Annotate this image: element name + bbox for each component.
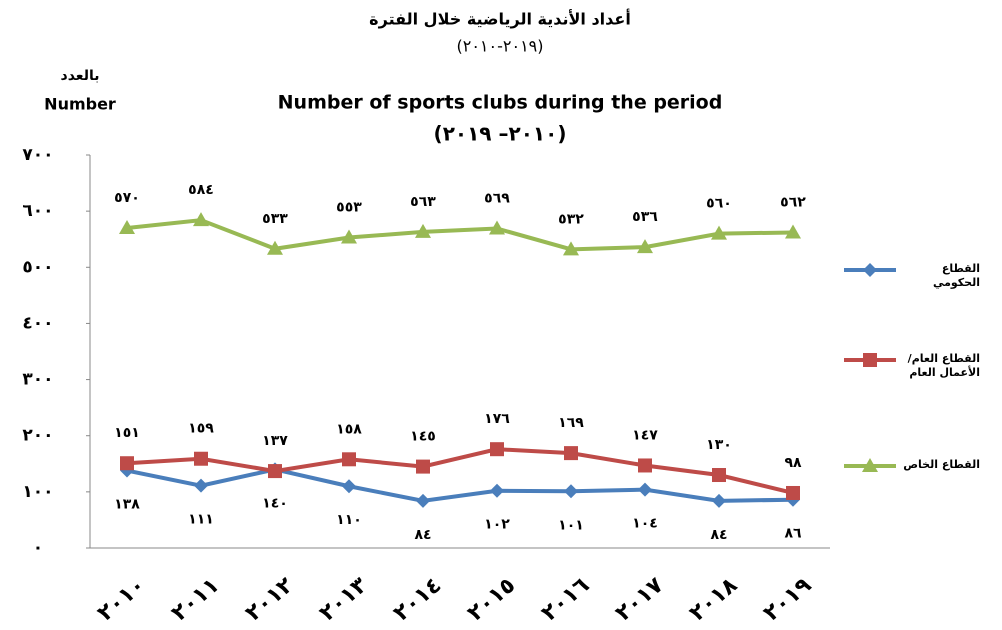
- data-label: ٨٤: [710, 527, 727, 543]
- point: [267, 240, 283, 255]
- subtitle-years: (٢٠١٠– ٢٠١٩): [434, 122, 567, 146]
- data-label: ١٣٧: [262, 433, 288, 449]
- point: [194, 478, 208, 493]
- legend-label: القطاع العام/الأعمال العام: [907, 352, 980, 379]
- data-label: ١٦٩: [558, 415, 584, 431]
- data-label: ٥٦٩: [484, 191, 510, 207]
- point: [194, 451, 208, 466]
- x-tick-label: ٢٠١٤: [389, 573, 446, 627]
- data-label: ٥٥٣: [336, 200, 362, 216]
- point: [638, 482, 652, 497]
- point: [342, 452, 356, 467]
- legend-item: القطاع العام/الأعمال العام: [840, 352, 990, 380]
- data-label: ٥٦٣: [410, 194, 436, 210]
- data-label: ١١٠: [336, 512, 362, 528]
- data-label: ١٣٨: [114, 497, 140, 513]
- point: [564, 446, 578, 461]
- data-label: ١٤٠: [262, 495, 288, 511]
- y-tick-label: ٦٠٠: [22, 201, 53, 221]
- point: [342, 479, 356, 494]
- point: [785, 224, 801, 239]
- legend-item: القطاع الحكومي: [840, 262, 990, 290]
- legend-swatch: [844, 263, 896, 277]
- legend-label: القطاع الحكومي: [932, 262, 980, 289]
- y-axis-label-en: Number: [44, 95, 116, 114]
- point: [712, 468, 726, 483]
- point: [712, 493, 726, 508]
- point: [416, 459, 430, 474]
- y-tick-label: ٠: [33, 538, 43, 558]
- y-axis-label: بالعدد: [61, 68, 100, 84]
- data-label: ١٥١: [114, 425, 140, 441]
- point: [786, 485, 800, 500]
- point: [638, 458, 652, 473]
- y-tick-label: ٧٠٠: [22, 145, 53, 165]
- title-years: (٢٠١٩-٢٠١٠): [456, 37, 543, 56]
- x-tick-label: ٢٠١٨: [685, 572, 743, 626]
- point: [490, 442, 504, 457]
- point: [564, 484, 578, 499]
- point: [637, 239, 653, 254]
- data-label: ٥٣٣: [262, 211, 288, 227]
- point: [711, 225, 727, 240]
- y-tick-label: ٣٠٠: [22, 370, 53, 390]
- chart-subtitle: Number of sports clubs during the period: [278, 92, 723, 114]
- point: [119, 219, 135, 234]
- data-label: ٥٣٢: [558, 211, 584, 227]
- legend-label: القطاع الخاص: [903, 458, 980, 471]
- point: [563, 241, 579, 256]
- y-tick-label: ٥٠٠: [22, 257, 53, 277]
- data-label: ١٠٢: [484, 517, 510, 533]
- x-tick-label: ٢٠١٩: [759, 573, 816, 627]
- data-label: ١٤٧: [632, 427, 658, 443]
- point: [341, 229, 357, 244]
- x-tick-label: ٢٠١١: [167, 573, 224, 627]
- x-tick-label: ٢٠١٢: [241, 572, 299, 626]
- data-label: ٥٣٦: [632, 209, 658, 225]
- legend-item: القطاع الخاص: [840, 458, 990, 474]
- point: [490, 483, 504, 498]
- data-label: ٥٦٢: [780, 194, 806, 210]
- series-line: [126, 447, 794, 495]
- data-label: ١٠٤: [632, 516, 658, 532]
- data-label: ٩٨: [784, 455, 802, 471]
- legend-swatch: [844, 458, 896, 472]
- series-line: [126, 218, 794, 252]
- data-label: ٥٧٠: [114, 190, 140, 206]
- y-tick-label: ١٠٠: [22, 482, 53, 502]
- legend-swatch: [844, 353, 896, 367]
- data-label: ٨٤: [414, 527, 431, 543]
- x-tick-label: ٢٠١٥: [463, 573, 520, 627]
- data-label: ١٥٩: [188, 421, 214, 437]
- x-tick-label: ٢٠١٣: [315, 572, 373, 626]
- x-tick-label: ٢٠١٧: [611, 572, 669, 626]
- data-label: ١١١: [188, 512, 214, 528]
- chart-title: أعداد الأندية الرياضية خلال الفترة: [369, 9, 631, 29]
- data-label: ٥٨٤: [188, 182, 214, 198]
- data-label: ٥٦٠: [706, 196, 732, 212]
- data-label: ١٤٥: [410, 429, 436, 445]
- x-tick-label: ٢٠١٦: [537, 573, 594, 627]
- y-tick-label: ٢٠٠: [22, 426, 53, 446]
- point: [416, 493, 430, 508]
- data-label: ١٥٨: [336, 421, 362, 437]
- point: [120, 456, 134, 471]
- point: [193, 212, 209, 227]
- y-tick-label: ٤٠٠: [22, 313, 53, 333]
- series-line: [126, 467, 794, 503]
- point: [415, 223, 431, 238]
- data-label: ١٠١: [558, 517, 584, 533]
- data-label: ٨٦: [784, 526, 802, 542]
- x-tick-label: ٢٠١٠: [93, 573, 150, 627]
- data-label: ١٧٦: [484, 411, 510, 427]
- point: [489, 220, 505, 235]
- point: [268, 464, 282, 479]
- data-label: ١٣٠: [706, 437, 732, 453]
